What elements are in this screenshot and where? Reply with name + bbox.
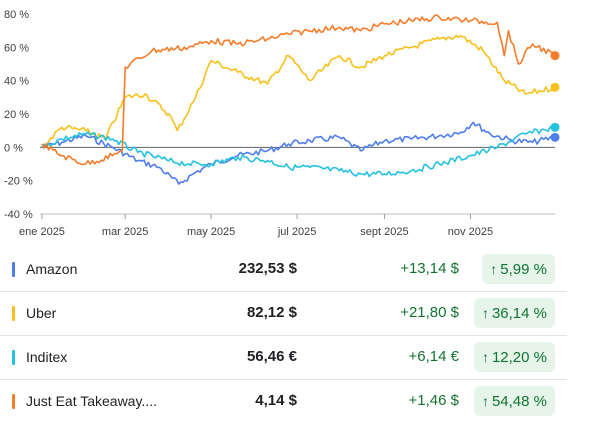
y-tick-label: -40 % xyxy=(4,209,33,221)
series-line xyxy=(41,14,556,166)
stock-price: 4,14 $ xyxy=(255,392,297,409)
stock-name: Amazon xyxy=(26,261,78,277)
y-tick-label: 60 % xyxy=(4,42,29,54)
arrow-up-icon: ↑ xyxy=(481,305,489,321)
price-change: +21,80 $ xyxy=(400,304,459,321)
stock-row-just-eat-takeaway[interactable]: Just Eat Takeaway.... 4,14 $ +1,46 $ ↑ 54… xyxy=(0,380,567,423)
y-tick-label: 0 % xyxy=(4,142,23,154)
arrow-up-icon: ↑ xyxy=(481,349,489,365)
comparison-chart: 80 % 60 % 40 % 20 % 0 % -20 % -40 % ene 2025 mar… xyxy=(4,9,560,238)
stock-price: 56,46 € xyxy=(246,348,297,365)
y-tick-label: -20 % xyxy=(4,176,33,188)
stock-name: Uber xyxy=(26,305,57,321)
series-color-swatch xyxy=(12,394,15,409)
x-tick-label: may 2025 xyxy=(187,226,235,238)
series-end-dot xyxy=(550,132,560,142)
x-tick-label: mar 2025 xyxy=(102,226,148,238)
price-change: +1,46 $ xyxy=(408,392,459,409)
series-line xyxy=(41,124,556,178)
arrow-up-icon: ↑ xyxy=(490,261,498,277)
percent-change-badge: ↑ 54,48 % xyxy=(473,386,555,416)
percent-change-badge: ↑ 5,99 % xyxy=(482,254,555,284)
percent-change-badge: ↑ 12,20 % xyxy=(473,342,555,372)
arrow-up-icon: ↑ xyxy=(481,393,489,409)
series-color-swatch xyxy=(12,306,15,321)
series-color-swatch xyxy=(12,262,15,277)
percent-change-value: 5,99 % xyxy=(500,261,547,278)
stock-name: Just Eat Takeaway.... xyxy=(26,393,157,409)
x-tick-label: nov 2025 xyxy=(448,226,493,238)
x-tick-label: ene 2025 xyxy=(19,226,65,238)
y-tick-label: 40 % xyxy=(4,76,29,88)
percent-change-value: 54,48 % xyxy=(491,393,547,410)
stock-row-inditex[interactable]: Inditex 56,46 € +6,14 € ↑ 12,20 % xyxy=(0,336,567,380)
stock-row-uber[interactable]: Uber 82,12 $ +21,80 $ ↑ 36,14 % xyxy=(0,292,567,336)
price-change: +13,14 $ xyxy=(400,260,459,277)
series-line xyxy=(41,34,556,148)
series-line xyxy=(41,121,556,185)
y-tick-label: 80 % xyxy=(4,9,29,21)
stock-row-amazon[interactable]: Amazon 232,53 $ +13,14 $ ↑ 5,99 % xyxy=(0,248,567,292)
stock-price: 232,53 $ xyxy=(238,260,297,277)
percent-change-badge: ↑ 36,14 % xyxy=(473,298,555,328)
price-change: +6,14 € xyxy=(408,348,459,365)
x-tick-label: jul 2025 xyxy=(277,226,317,238)
x-tick-label: sept 2025 xyxy=(360,226,408,238)
percent-change-value: 12,20 % xyxy=(491,349,547,366)
series-color-swatch xyxy=(12,350,15,365)
percent-change-value: 36,14 % xyxy=(491,305,547,322)
y-tick-label: 20 % xyxy=(4,109,29,121)
series-end-dot xyxy=(550,82,560,92)
stock-price: 82,12 $ xyxy=(246,304,297,321)
stock-name: Inditex xyxy=(26,349,68,365)
series-end-dot xyxy=(550,51,560,61)
series-end-dot xyxy=(550,122,560,132)
